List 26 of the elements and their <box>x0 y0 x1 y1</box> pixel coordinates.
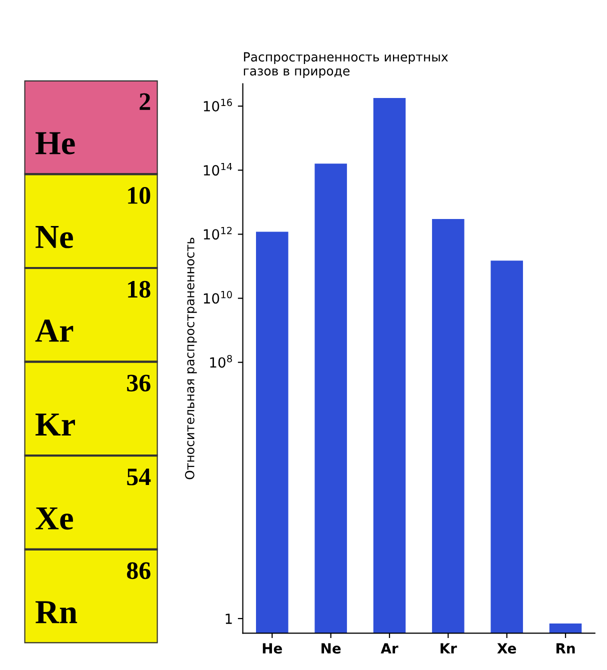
y-tick-label: 10$^{12}$ <box>204 226 232 240</box>
chart-title: Распространенность инертных газов в природе <box>244 52 448 78</box>
category-label: Ne <box>36 226 73 248</box>
y-axis-title: Относительная распространенность <box>184 238 197 480</box>
category-label: Ar <box>35 320 74 342</box>
x-tick-label: Kr <box>440 643 457 654</box>
y-tick-label: 1 <box>226 614 232 624</box>
data-label: 2 <box>140 93 150 110</box>
category-label: Kr <box>36 414 75 436</box>
y-tick-label: 10$^{16}$ <box>204 98 232 112</box>
y-tick-label: 10$^{14}$ <box>204 162 232 176</box>
category-label: Xe <box>36 507 73 530</box>
x-tick-label: He <box>262 643 282 654</box>
category-label: Rn <box>36 601 78 624</box>
x-tick-label: Xe <box>497 643 516 654</box>
data-label: 54 <box>127 468 151 486</box>
data-label: 86 <box>126 562 150 580</box>
x-tick-label: Ar <box>380 643 398 654</box>
x-tick-label: Ne <box>322 643 341 654</box>
y-tick-label: 10$^{8}$ <box>210 354 232 368</box>
data-label: 36 <box>127 374 150 392</box>
category-label: He <box>36 132 75 154</box>
data-label: 18 <box>128 280 150 298</box>
data-label: 10 <box>128 187 150 204</box>
x-tick-label: Rn <box>556 643 575 654</box>
y-tick-label: 10$^{10}$ <box>204 290 232 304</box>
